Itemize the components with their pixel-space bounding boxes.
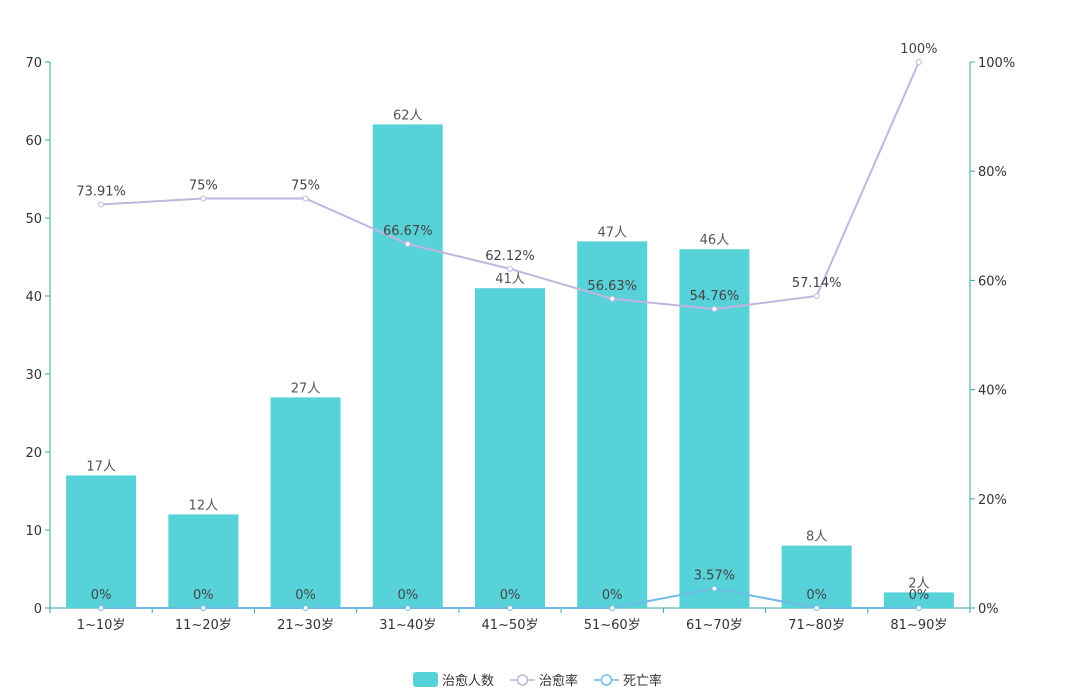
line-label: 54.76% bbox=[690, 289, 740, 304]
left-tick-label: 20 bbox=[25, 446, 42, 461]
x-tick-label: 41~50岁 bbox=[482, 618, 539, 633]
right-tick-label: 80% bbox=[978, 165, 1007, 180]
bar-label: 12人 bbox=[189, 498, 219, 513]
bar-label: 17人 bbox=[86, 459, 116, 474]
line-point bbox=[609, 295, 616, 302]
line-point bbox=[200, 605, 207, 611]
line-point bbox=[404, 240, 411, 247]
line-label: 0% bbox=[295, 588, 316, 603]
line-point bbox=[609, 605, 616, 611]
line-label: 57.14% bbox=[792, 276, 842, 291]
line-point bbox=[98, 201, 105, 208]
bar-label: 2人 bbox=[908, 576, 929, 591]
left-tick-label: 60 bbox=[25, 134, 42, 149]
bar-label: 62人 bbox=[393, 108, 423, 123]
right-tick-label: 0% bbox=[978, 602, 999, 617]
bar-label: 8人 bbox=[806, 530, 827, 545]
line-label: 0% bbox=[193, 588, 214, 603]
x-tick-label: 11~20岁 bbox=[175, 618, 232, 633]
left-tick-label: 30 bbox=[25, 368, 42, 383]
right-tick-label: 60% bbox=[978, 274, 1007, 289]
bar bbox=[883, 592, 954, 608]
x-tick-label: 81~90岁 bbox=[890, 618, 947, 633]
right-tick-label: 20% bbox=[978, 493, 1007, 508]
bar bbox=[168, 514, 239, 608]
line-point bbox=[302, 605, 309, 611]
line-point bbox=[711, 585, 718, 592]
left-tick-label: 70 bbox=[25, 56, 42, 71]
line-point bbox=[915, 605, 922, 611]
line-label: 62.12% bbox=[485, 249, 535, 264]
x-tick-label: 51~60岁 bbox=[584, 618, 641, 633]
bar bbox=[781, 545, 852, 608]
line-label: 75% bbox=[189, 179, 218, 194]
legend-label: 治愈人数 bbox=[442, 674, 494, 689]
x-tick-label: 1~10岁 bbox=[77, 618, 126, 633]
line-label: 0% bbox=[397, 588, 418, 603]
left-tick-label: 40 bbox=[25, 290, 42, 305]
left-tick-label: 0 bbox=[34, 602, 42, 617]
legend-label: 死亡率 bbox=[623, 673, 662, 689]
line-label: 0% bbox=[806, 588, 827, 603]
line-label: 3.57% bbox=[694, 569, 735, 584]
line-point bbox=[711, 306, 718, 313]
line-point bbox=[813, 605, 820, 611]
legend-label: 治愈率 bbox=[539, 673, 578, 689]
line-point bbox=[507, 605, 513, 611]
line-label: 0% bbox=[602, 588, 623, 603]
line-point bbox=[302, 195, 309, 202]
line-point bbox=[98, 605, 105, 611]
right-tick-label: 100% bbox=[978, 56, 1015, 71]
line-point bbox=[200, 195, 207, 202]
x-tick-label: 21~30岁 bbox=[277, 618, 334, 633]
line-label: 75% bbox=[291, 179, 320, 194]
line-label: 56.63% bbox=[587, 279, 637, 294]
x-tick-label: 71~80岁 bbox=[788, 618, 845, 633]
bar-label: 41人 bbox=[495, 272, 525, 287]
bar-label: 46人 bbox=[700, 233, 730, 248]
line-label: 66.67% bbox=[383, 224, 433, 239]
legend-line-marker bbox=[600, 674, 613, 686]
left-tick-label: 10 bbox=[25, 524, 42, 539]
bar-label: 27人 bbox=[291, 381, 321, 396]
legend-bar-swatch bbox=[413, 672, 438, 687]
bar bbox=[577, 241, 648, 608]
bar bbox=[270, 397, 341, 608]
left-tick-label: 50 bbox=[25, 212, 42, 227]
x-tick-label: 61~70岁 bbox=[686, 618, 743, 633]
line-point bbox=[507, 265, 513, 272]
line-point bbox=[404, 605, 411, 611]
bar-label: 47人 bbox=[597, 225, 627, 240]
line-label: 100% bbox=[900, 42, 937, 57]
x-tick-label: 31~40岁 bbox=[379, 618, 436, 633]
line-label: 0% bbox=[91, 588, 112, 603]
bar bbox=[66, 475, 137, 608]
right-tick-label: 40% bbox=[978, 384, 1007, 399]
line-point bbox=[915, 59, 922, 65]
bar bbox=[475, 288, 545, 608]
line-label: 0% bbox=[500, 588, 521, 603]
bar bbox=[372, 124, 443, 609]
legend-line-marker bbox=[516, 674, 529, 686]
line-label: 73.91% bbox=[76, 184, 126, 199]
line-label: 0% bbox=[909, 588, 930, 603]
line-point bbox=[813, 293, 820, 300]
